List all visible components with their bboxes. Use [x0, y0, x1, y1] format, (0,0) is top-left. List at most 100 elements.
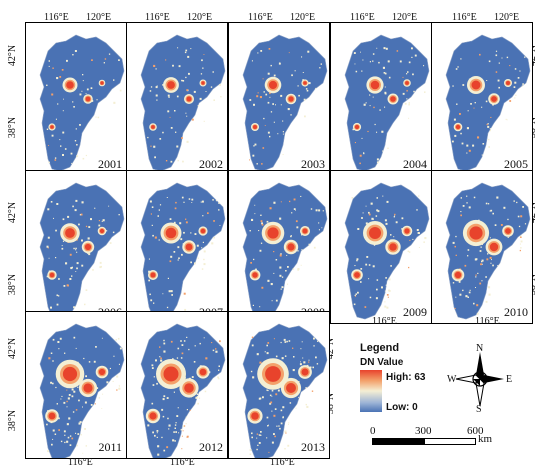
light-pixel	[253, 103, 255, 106]
light-pixel	[102, 219, 105, 222]
light-pixel	[254, 204, 256, 206]
light-pixel	[352, 128, 354, 131]
light-pixel	[280, 253, 282, 255]
light-pixel	[55, 386, 57, 389]
light-pixel	[178, 65, 181, 68]
city-core	[201, 81, 205, 85]
light-pixel	[78, 422, 81, 425]
light-pixel	[268, 451, 270, 453]
light-pixel	[492, 264, 494, 267]
light-pixel	[373, 244, 376, 246]
light-pixel	[249, 449, 252, 451]
light-pixel	[82, 80, 84, 82]
light-pixel	[108, 53, 111, 55]
night-light-map	[445, 182, 531, 320]
light-pixel	[169, 260, 172, 263]
light-pixel	[280, 409, 283, 412]
light-pixel	[486, 123, 488, 126]
light-pixel	[185, 49, 188, 52]
city-core	[49, 272, 55, 278]
light-pixel	[374, 123, 376, 126]
light-pixel	[472, 144, 475, 147]
lat-label: 38°N	[7, 409, 19, 432]
light-pixel	[266, 352, 269, 355]
light-pixel	[408, 251, 411, 253]
light-pixel	[387, 147, 389, 149]
light-pixel	[519, 70, 521, 72]
light-pixel	[112, 231, 115, 234]
city-core	[85, 96, 91, 102]
light-pixel	[201, 247, 203, 249]
light-pixel	[159, 346, 161, 348]
light-pixel	[203, 250, 206, 253]
light-pixel	[486, 80, 488, 81]
light-pixel	[384, 91, 387, 94]
light-pixel	[319, 67, 321, 69]
light-pixel	[54, 159, 57, 161]
light-pixel	[485, 100, 488, 103]
light-pixel	[76, 144, 78, 146]
light-pixel	[356, 258, 359, 261]
light-pixel	[354, 295, 357, 297]
light-pixel	[363, 103, 366, 106]
light-pixel	[215, 348, 217, 350]
light-pixel	[76, 444, 78, 447]
light-pixel	[316, 363, 319, 365]
light-pixel	[71, 437, 74, 440]
light-pixel	[62, 154, 64, 156]
light-pixel	[152, 234, 154, 237]
city-core	[471, 80, 481, 90]
light-pixel	[64, 434, 66, 436]
light-pixel	[58, 429, 60, 431]
light-pixel	[181, 435, 183, 437]
light-pixel	[498, 86, 500, 89]
light-pixel	[196, 393, 199, 395]
light-pixel	[355, 70, 358, 73]
light-pixel	[480, 246, 482, 248]
light-pixel	[270, 111, 273, 113]
light-pixel	[274, 435, 276, 438]
light-pixel	[372, 53, 375, 55]
lon-label: 116°E	[372, 316, 397, 327]
light-pixel	[66, 406, 68, 408]
city-core	[50, 125, 54, 129]
light-pixel	[150, 86, 153, 88]
light-pixel	[366, 256, 369, 258]
light-pixel	[212, 199, 214, 201]
lon-label: 120°E	[187, 12, 213, 23]
light-pixel	[84, 303, 86, 306]
light-pixel	[318, 229, 320, 231]
scale-label-600: 600	[467, 425, 484, 437]
light-pixel	[176, 357, 179, 359]
light-pixel	[185, 112, 187, 114]
city-core	[150, 272, 156, 278]
light-pixel	[52, 338, 55, 341]
light-pixel	[119, 347, 122, 350]
year-label: 2005	[504, 157, 528, 171]
light-pixel	[60, 398, 62, 400]
light-pixel	[175, 431, 177, 433]
light-pixel	[66, 423, 69, 426]
light-pixel	[267, 342, 270, 344]
light-pixel	[457, 66, 459, 68]
light-pixel	[408, 117, 410, 119]
light-pixel	[495, 54, 498, 57]
light-pixel	[260, 242, 263, 244]
legend-subtitle: DN Value	[360, 357, 404, 368]
light-pixel	[467, 249, 470, 251]
light-pixel	[85, 445, 87, 447]
light-pixel	[270, 283, 273, 286]
light-pixel	[249, 159, 250, 161]
light-pixel	[293, 208, 296, 210]
light-pixel	[50, 201, 53, 203]
city-core	[267, 227, 279, 239]
light-pixel	[413, 90, 415, 93]
lon-label: 120°E	[392, 12, 418, 23]
light-pixel	[155, 94, 158, 97]
light-pixel	[186, 115, 188, 117]
light-pixel	[452, 282, 455, 284]
light-pixel	[50, 352, 53, 354]
light-pixel	[466, 152, 468, 154]
city-core	[302, 228, 308, 234]
light-pixel	[96, 99, 98, 101]
